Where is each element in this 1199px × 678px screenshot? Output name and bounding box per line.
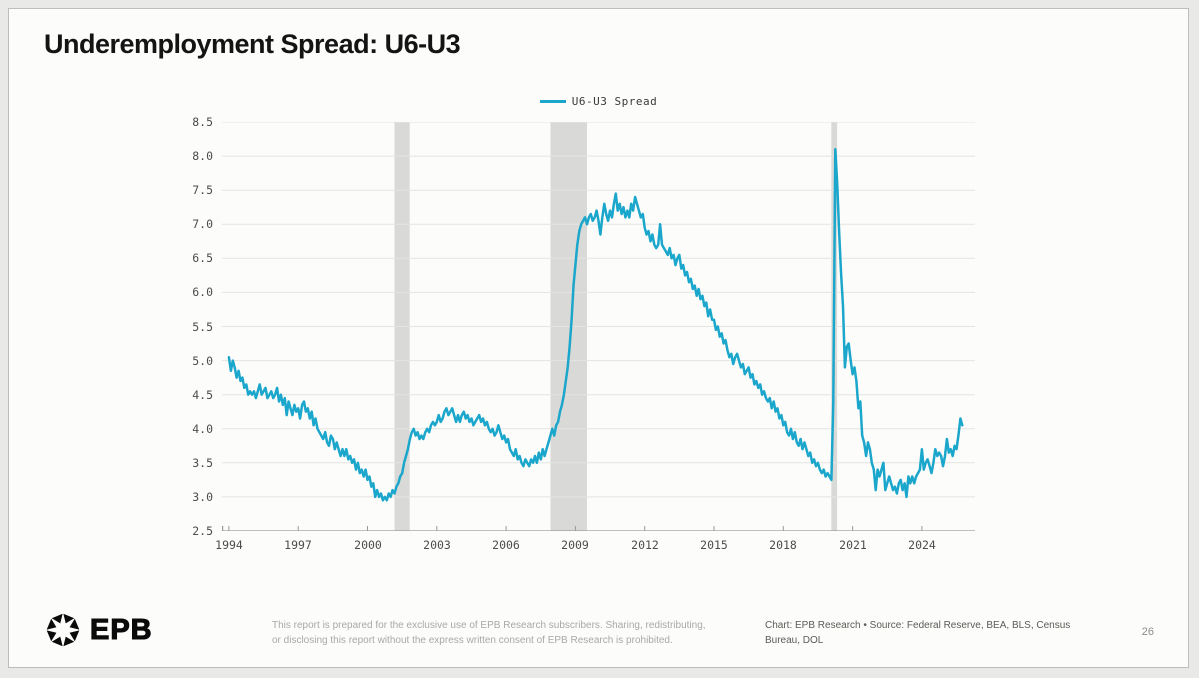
x-tick-label: 1994 xyxy=(215,538,243,552)
disclaimer-line-2: or disclosing this report without the ex… xyxy=(272,635,673,646)
y-tick-label: 7.5 xyxy=(192,183,213,197)
x-tick-label: 2009 xyxy=(561,538,589,552)
disclaimer-line-1: This report is prepared for the exclusiv… xyxy=(272,620,706,631)
y-tick-label: 4.0 xyxy=(192,422,213,436)
y-tick-label: 2.5 xyxy=(192,524,213,538)
brand-logo-text: EPB xyxy=(89,613,153,646)
y-tick-label: 5.0 xyxy=(192,354,213,368)
x-tick-label: 2012 xyxy=(631,538,659,552)
y-tick-label: 6.5 xyxy=(192,251,213,265)
x-tick-label: 2000 xyxy=(354,538,382,552)
x-tick-label: 2003 xyxy=(423,538,451,552)
chart-plot-area xyxy=(222,121,975,532)
epb-sunburst-logo-icon xyxy=(46,613,80,647)
x-tick-label: 2021 xyxy=(839,538,867,552)
brand-logo: EPB xyxy=(44,611,153,649)
report-card: Underemployment Spread: U6-U3 U6-U3 Spre… xyxy=(8,8,1189,668)
y-tick-label: 3.0 xyxy=(192,490,213,504)
page-number: 26 xyxy=(1141,626,1154,638)
x-tick-label: 2015 xyxy=(700,538,728,552)
y-tick-label: 7.0 xyxy=(192,217,213,231)
chart-source-text: Chart: EPB Research • Source: Federal Re… xyxy=(765,618,1085,648)
y-tick-label: 8.5 xyxy=(192,115,213,129)
u6-u3-spread-line xyxy=(227,148,964,502)
x-tick-label: 2006 xyxy=(492,538,520,552)
disclaimer-text: This report is prepared for the exclusiv… xyxy=(272,618,732,648)
spread-line-chart xyxy=(222,121,975,532)
y-tick-label: 6.0 xyxy=(192,285,213,299)
page-title: Underemployment Spread: U6-U3 xyxy=(44,29,461,59)
y-tick-label: 4.5 xyxy=(192,388,213,402)
source-line-2: Bureau, DOL xyxy=(765,635,824,646)
x-tick-label: 2018 xyxy=(769,538,797,552)
x-tick-label: 1997 xyxy=(284,538,312,552)
source-line-1: Chart: EPB Research • Source: Federal Re… xyxy=(765,620,1071,631)
y-tick-label: 5.5 xyxy=(192,320,213,334)
legend-line-swatch xyxy=(539,99,566,103)
y-tick-label: 3.5 xyxy=(192,456,213,470)
y-tick-label: 8.0 xyxy=(192,149,213,163)
chart-legend: U6-U3 Spread xyxy=(222,93,975,109)
x-tick-label: 2024 xyxy=(908,538,936,552)
legend-label: U6-U3 Spread xyxy=(571,94,658,108)
